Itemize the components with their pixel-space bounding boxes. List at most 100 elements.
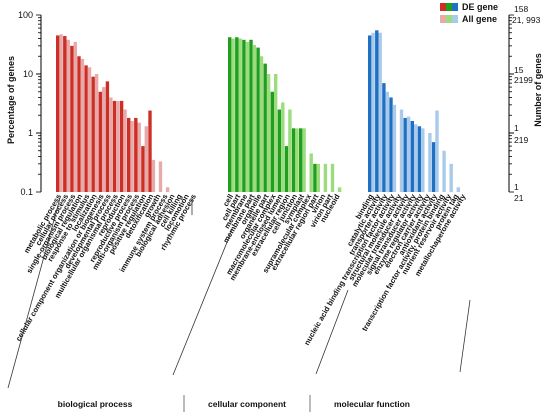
bar-de-1-10 <box>299 128 303 192</box>
legend-label-de-gene: DE gene <box>462 2 498 12</box>
bar-all-0-10 <box>130 120 134 192</box>
bar-all-2-5 <box>406 116 411 192</box>
bar-de-0-3 <box>77 56 81 193</box>
y-axis-ticks <box>36 14 514 193</box>
bar-all-0-6 <box>102 87 106 192</box>
bar-all-0-3 <box>80 58 85 193</box>
bar-all-1-7 <box>281 102 285 192</box>
bar-de-0-2 <box>70 45 74 192</box>
bar-de-0-12 <box>141 146 145 192</box>
bar-de-2-3 <box>389 97 393 192</box>
bar-de-2-5 <box>403 117 407 192</box>
y-tick-label-1: 1 <box>28 128 33 138</box>
legend-item-de-gene: DE gene <box>440 2 498 12</box>
bar-de-1-9 <box>291 128 296 192</box>
bar-de-2-9 <box>431 142 436 192</box>
bar-de-1-12 <box>313 163 317 192</box>
bracket-molecular-function <box>315 289 349 375</box>
right-tick-all-0: 21, 993 <box>512 15 541 25</box>
bar-all-0-0 <box>59 34 63 193</box>
bar-de-1-8 <box>284 146 289 192</box>
bar-all-1-4 <box>259 56 264 193</box>
bar-all-0-11 <box>137 122 141 192</box>
bar-all-1-9 <box>295 128 299 192</box>
bar-all-2-10 <box>442 150 446 192</box>
bar-all-2-1 <box>378 32 382 192</box>
bar-de-0-4 <box>84 65 88 192</box>
legend-swatch-de-blue <box>452 3 458 11</box>
bar-de-0-0 <box>56 35 60 192</box>
legend-swatch-all-blue <box>452 15 458 23</box>
bar-de-2-7 <box>417 126 422 192</box>
group-titles: biological process cellular component mo… <box>58 395 410 412</box>
bar-all-0-5 <box>94 74 99 192</box>
bar-all-1-0 <box>231 38 235 193</box>
bar-all-2-6 <box>414 124 418 192</box>
group-title-cellular-component: cellular component <box>208 399 286 409</box>
bar-all-0-9 <box>123 109 127 192</box>
bar-de-2-2 <box>382 83 386 192</box>
bar-de-1-7 <box>277 109 282 192</box>
right-tick-de-1: 15 <box>514 65 524 75</box>
bar-all-0-13 <box>151 159 156 192</box>
y-tick-label-10: 10 <box>23 69 33 79</box>
bar-de-0-13 <box>148 110 152 192</box>
bar-all-1-15 <box>337 187 342 192</box>
bar-all-2-9 <box>435 110 439 192</box>
bar-all-2-3 <box>392 104 397 192</box>
group-title-molecular-function: molecular function <box>334 399 410 409</box>
bar-all-1-3 <box>252 45 257 192</box>
bar-all-1-2 <box>245 41 249 192</box>
legend-item-all-gene: All gene <box>440 14 497 24</box>
bar-all-2-7 <box>421 128 425 192</box>
bar-all-1-10 <box>302 128 306 192</box>
bar-de-2-6 <box>410 120 414 192</box>
y-tick-label-0-1: 0.1 <box>20 187 33 197</box>
right-tick-all-1: 2199 <box>514 75 533 85</box>
bar-de-1-6 <box>270 91 274 192</box>
bar-all-2-2 <box>385 91 389 192</box>
bar-all-0-2 <box>73 41 77 192</box>
legend-swatch-all-green <box>446 15 452 23</box>
bar-de-0-7 <box>105 81 110 192</box>
bar-all-2-0 <box>371 32 375 192</box>
bar-de-1-5 <box>263 63 267 193</box>
bar-de-1-1 <box>235 37 239 193</box>
y-tick-label-100: 100 <box>18 10 33 20</box>
bar-de-1-2 <box>242 39 246 192</box>
bar-all-0-14 <box>158 161 163 192</box>
bar-all-1-13 <box>323 163 328 192</box>
bar-all-0-7 <box>109 97 113 192</box>
bracket-biological-process <box>7 197 61 389</box>
bar-de-1-0 <box>228 37 232 193</box>
bar-de-1-3 <box>249 39 253 192</box>
right-tick-de-3: 1 <box>514 182 519 192</box>
bar-all-2-8 <box>428 133 432 192</box>
bar-de-0-9 <box>119 100 124 192</box>
bar-all-2-11 <box>449 163 453 192</box>
y-axis-title-left: Percentage of genes <box>6 56 16 144</box>
legend-label-all-gene: All gene <box>462 14 497 24</box>
right-tick-de-0: 158 <box>514 4 528 14</box>
group-title-biological-process: biological process <box>58 399 133 409</box>
bar-all-0-8 <box>116 100 120 192</box>
bar-all-0-4 <box>87 67 92 192</box>
bar-all-1-11 <box>309 153 313 192</box>
y-axis-title-right: Number of genes <box>533 53 543 127</box>
right-tick-all-2: 219 <box>514 135 528 145</box>
bar-all-2-12 <box>456 187 460 192</box>
right-tick-all-3: 21 <box>514 193 524 203</box>
bar-de-2-0 <box>368 35 372 192</box>
right-axis-labels: 158 21, 993 15 2199 1 219 1 21 <box>512 4 541 203</box>
bar-all-1-12 <box>316 163 320 192</box>
bar-de-0-8 <box>112 100 117 192</box>
bar-de-0-6 <box>98 91 102 192</box>
bar-all-1-5 <box>266 74 271 192</box>
bar-de-1-4 <box>256 47 260 192</box>
bars-layer <box>56 30 460 193</box>
bar-all-1-6 <box>274 74 278 192</box>
bracket-cellular-component <box>172 229 233 376</box>
bar-de-0-5 <box>91 76 95 192</box>
